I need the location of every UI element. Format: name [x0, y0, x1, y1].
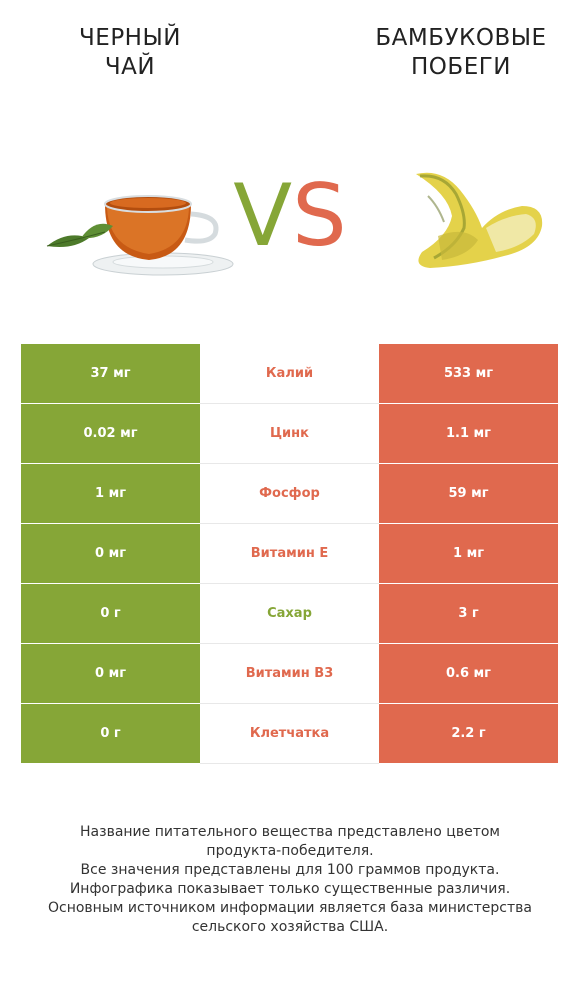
- left-value: 0 г: [21, 704, 200, 764]
- nutrient-name: Фосфор: [200, 464, 379, 524]
- left-product-title: ЧЕРНЫЙ ЧАЙ: [79, 25, 181, 80]
- left-value: 37 мг: [21, 344, 200, 404]
- table-row: 37 мг Калий 533 мг: [21, 344, 558, 404]
- table-row: 0 г Сахар 3 г: [21, 584, 558, 644]
- nutrient-name: Сахар: [200, 584, 379, 644]
- nutrient-name: Клетчатка: [200, 704, 379, 764]
- table-row: 1 мг Фосфор 59 мг: [21, 464, 558, 524]
- table-row: 0 г Клетчатка 2.2 г: [21, 704, 558, 764]
- bamboo-shoot-icon: [416, 172, 543, 268]
- right-value: 533 мг: [379, 344, 558, 404]
- left-value: 1 мг: [21, 464, 200, 524]
- table-row: 0 мг Витамин B3 0.6 мг: [21, 644, 558, 704]
- comparison-table: 37 мг Калий 533 мг 0.02 мг Цинк 1.1 мг 1…: [21, 344, 558, 764]
- table-row: 0.02 мг Цинк 1.1 мг: [21, 404, 558, 464]
- footer-line: Инфографика показывает только существенн…: [69, 881, 511, 897]
- nutrient-name: Цинк: [200, 404, 379, 464]
- nutrient-name: Калий: [200, 344, 379, 404]
- right-value: 1.1 мг: [379, 404, 558, 464]
- left-value: 0 г: [21, 584, 200, 644]
- left-value: 0 мг: [21, 644, 200, 704]
- right-value: 2.2 г: [379, 704, 558, 764]
- right-value: 1 мг: [379, 524, 558, 584]
- right-value: 59 мг: [379, 464, 558, 524]
- right-value: 0.6 мг: [379, 644, 558, 704]
- versus-label: VS: [233, 166, 347, 266]
- footer-line: продукта-победителя.: [206, 843, 374, 859]
- right-value: 3 г: [379, 584, 558, 644]
- nutrient-name: Витамин E: [200, 524, 379, 584]
- footer-line: Все значения представлены для 100 граммо…: [80, 862, 500, 878]
- left-value: 0 мг: [21, 524, 200, 584]
- table-row: 0 мг Витамин E 1 мг: [21, 524, 558, 584]
- footer-line: сельского хозяйства США.: [191, 919, 389, 935]
- left-value: 0.02 мг: [21, 404, 200, 464]
- right-product-title: БАМБУКОВЫЕ ПОБЕГИ: [375, 25, 547, 80]
- black-tea-cup-icon: [46, 195, 234, 276]
- footer-note: Название питательного вещества представл…: [20, 823, 560, 937]
- footer-line: Название питательного вещества представл…: [80, 824, 500, 840]
- nutrient-name: Витамин B3: [200, 644, 379, 704]
- footer-line: Основным источником информации является …: [48, 900, 532, 916]
